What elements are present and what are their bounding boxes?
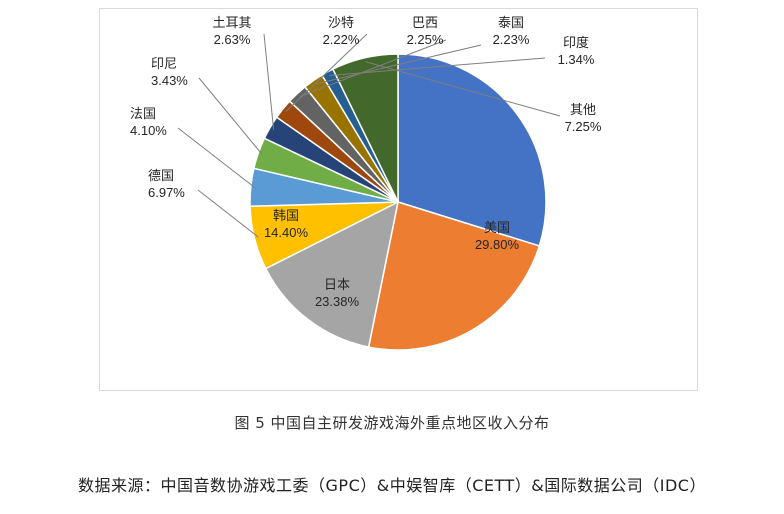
slice-category-label-10: 泰国 <box>498 16 524 31</box>
slice-value-label-10: 2.23% <box>493 32 530 47</box>
pie-slice-1 <box>397 53 547 247</box>
slice-category-label-7: 土耳其 <box>212 16 251 31</box>
slice-value-label-6: 3.43% <box>151 73 188 88</box>
slice-value-label-11: 1.34% <box>558 52 595 67</box>
slice-category-label-8: 沙特 <box>328 16 354 31</box>
leader-line-6 <box>198 77 263 155</box>
slice-value-label-5: 4.10% <box>130 123 167 138</box>
pie-slice-2 <box>367 201 541 351</box>
slice-category-label-11: 印度 <box>563 35 589 51</box>
leader-line-9 <box>299 39 447 98</box>
slice-value-label-3: 14.40% <box>264 225 309 240</box>
slice-category-label-12: 其他 <box>570 103 596 118</box>
slice-value-label-12: 7.25% <box>565 119 602 134</box>
chart-frame <box>99 8 698 391</box>
leader-line-8 <box>285 33 368 112</box>
slice-value-label-2: 23.38% <box>315 294 360 309</box>
slice-value-label-4: 6.97% <box>148 185 185 200</box>
slice-value-label-1: 29.80% <box>475 237 520 252</box>
slice-value-label-9: 2.25% <box>407 32 444 47</box>
slice-category-label-4: 德国 <box>148 169 174 184</box>
pie-slice-3 <box>264 200 400 348</box>
leader-line-5 <box>177 127 256 188</box>
data-source: 数据来源：中国音数协游戏工委（GPC）&中娱智库（CETT）&国际数据公司（ID… <box>78 476 706 495</box>
slice-value-label-7: 2.63% <box>214 32 251 47</box>
slice-category-label-9: 巴西 <box>412 16 438 31</box>
leader-line-10 <box>315 44 482 85</box>
leader-line-12 <box>365 61 561 117</box>
slice-category-label-5: 法国 <box>130 107 156 122</box>
slice-category-label-1: 美国 <box>484 221 510 236</box>
slice-category-label-2: 日本 <box>324 278 350 293</box>
slice-category-label-3: 韩国 <box>273 209 299 224</box>
figure-caption: 图 5 中国自主研发游戏海外重点地区收入分布 <box>234 414 550 432</box>
leader-line-7 <box>263 33 275 130</box>
leader-line-11 <box>329 57 546 76</box>
pie-slice-12 <box>331 53 399 203</box>
slice-value-label-8: 2.22% <box>323 32 360 47</box>
leader-line-4 <box>197 189 259 238</box>
slice-category-label-6: 印尼 <box>151 57 177 72</box>
